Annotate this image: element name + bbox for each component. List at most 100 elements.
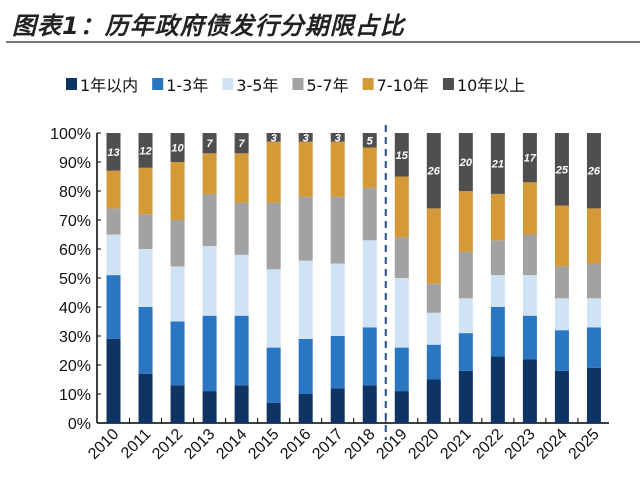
bar-2013-0 xyxy=(202,391,217,423)
legend-label-3: 5-7年 xyxy=(306,76,348,95)
data-label-2012: 10 xyxy=(171,143,184,155)
y-tick-label: 100% xyxy=(50,126,91,143)
bar-2016-3 xyxy=(298,196,313,261)
legend-swatch-0 xyxy=(66,78,77,90)
bar-2013-1 xyxy=(202,315,217,392)
y-tick-label: 20% xyxy=(59,358,91,375)
bar-2017-1 xyxy=(330,336,345,389)
bar-2024-1 xyxy=(554,330,569,371)
data-label-2011: 12 xyxy=(139,145,151,157)
data-label-2013: 7 xyxy=(207,138,214,150)
bar-2022-5 xyxy=(490,133,505,194)
bar-2025-5 xyxy=(586,133,601,209)
bar-2025-4 xyxy=(586,208,601,264)
bar-2018-3 xyxy=(362,188,377,241)
bar-2023-2 xyxy=(522,275,537,316)
y-tick-label: 70% xyxy=(59,213,91,230)
bar-2012-5 xyxy=(170,133,185,162)
y-tick-label: 40% xyxy=(59,300,91,317)
bar-2013-4 xyxy=(202,153,217,194)
x-tick-label: 2025 xyxy=(566,426,603,463)
bar-2022-4 xyxy=(490,193,505,241)
bar-2020-0 xyxy=(426,379,441,423)
bar-2016-5 xyxy=(298,133,313,142)
bar-2018-0 xyxy=(362,385,377,423)
bar-2013-2 xyxy=(202,246,217,316)
bar-2011-0 xyxy=(138,373,153,423)
bar-2011-1 xyxy=(138,307,153,374)
bar-2012-0 xyxy=(170,385,185,423)
x-tick-label: 2020 xyxy=(405,426,442,463)
data-label-2017: 3 xyxy=(335,132,341,144)
bar-2025-3 xyxy=(586,263,601,299)
bar-2017-4 xyxy=(330,141,345,197)
bar-2025-0 xyxy=(586,367,601,423)
y-tick-label: 30% xyxy=(59,329,91,346)
bar-2022-2 xyxy=(490,275,505,307)
y-tick-label: 80% xyxy=(59,184,91,201)
x-tick-label: 2018 xyxy=(341,426,378,463)
bar-2011-3 xyxy=(138,214,153,249)
data-label-2023: 17 xyxy=(524,153,537,165)
bar-2024-0 xyxy=(554,370,569,423)
bar-2020-2 xyxy=(426,312,441,345)
data-label-2015: 3 xyxy=(271,132,277,144)
bar-2020-5 xyxy=(426,133,441,209)
bar-2022-0 xyxy=(490,356,505,423)
bar-2021-4 xyxy=(458,191,473,252)
data-label-2018: 5 xyxy=(367,135,374,147)
bar-2015-3 xyxy=(266,202,281,270)
data-label-2025: 26 xyxy=(587,166,601,178)
bar-2015-1 xyxy=(266,347,281,403)
legend-label-0: 1年以内 xyxy=(80,76,138,95)
bar-2014-2 xyxy=(234,254,249,316)
bar-2010-5 xyxy=(106,133,121,171)
bar-2014-3 xyxy=(234,202,249,255)
bar-2016-1 xyxy=(298,338,313,394)
legend-swatch-3 xyxy=(292,78,304,90)
bar-2014-0 xyxy=(234,385,249,423)
bar-2018-2 xyxy=(362,240,377,328)
x-tick-label: 2015 xyxy=(245,426,282,463)
data-label-2020: 26 xyxy=(427,166,441,178)
bar-2023-4 xyxy=(522,182,537,235)
legend-label-4: 7-10年 xyxy=(377,76,429,95)
bar-2021-0 xyxy=(458,370,473,423)
bar-2012-2 xyxy=(170,266,185,322)
x-tick-label: 2021 xyxy=(437,426,474,463)
bar-2019-4 xyxy=(394,176,409,238)
bar-2019-3 xyxy=(394,237,409,278)
x-tick-label: 2019 xyxy=(373,426,410,463)
chart-title: 图表1：历年政府债发行分期限占比 xyxy=(12,12,405,40)
bar-2024-5 xyxy=(554,133,569,206)
legend-swatch-2 xyxy=(222,78,234,90)
bar-2018-1 xyxy=(362,327,377,386)
bar-2020-4 xyxy=(426,208,441,284)
legend-label-1: 1-3年 xyxy=(166,76,208,95)
y-tick-label: 10% xyxy=(59,387,91,404)
legend-swatch-5 xyxy=(442,78,454,90)
bar-2016-4 xyxy=(298,141,313,197)
data-label-2014: 7 xyxy=(239,138,246,150)
bar-2014-1 xyxy=(234,315,249,386)
data-label-2016: 3 xyxy=(303,132,309,144)
bar-2021-1 xyxy=(458,333,473,371)
title-rule xyxy=(6,41,640,43)
bar-2024-3 xyxy=(554,266,569,299)
bar-2024-2 xyxy=(554,298,569,331)
bar-2021-2 xyxy=(458,298,473,334)
legend-swatch-4 xyxy=(362,78,374,90)
x-tick-label: 2023 xyxy=(502,426,539,463)
bar-2011-2 xyxy=(138,249,153,307)
bar-2015-4 xyxy=(266,141,281,203)
bar-2017-5 xyxy=(330,133,345,142)
bar-2020-3 xyxy=(426,283,441,313)
bar-2019-5 xyxy=(394,133,409,177)
bar-2023-3 xyxy=(522,234,537,276)
bar-2023-1 xyxy=(522,315,537,360)
data-label-2010: 13 xyxy=(107,147,119,159)
bar-2011-4 xyxy=(138,167,153,215)
bar-2016-0 xyxy=(298,394,313,423)
bar-2010-4 xyxy=(106,170,121,209)
bar-2015-0 xyxy=(266,402,281,423)
